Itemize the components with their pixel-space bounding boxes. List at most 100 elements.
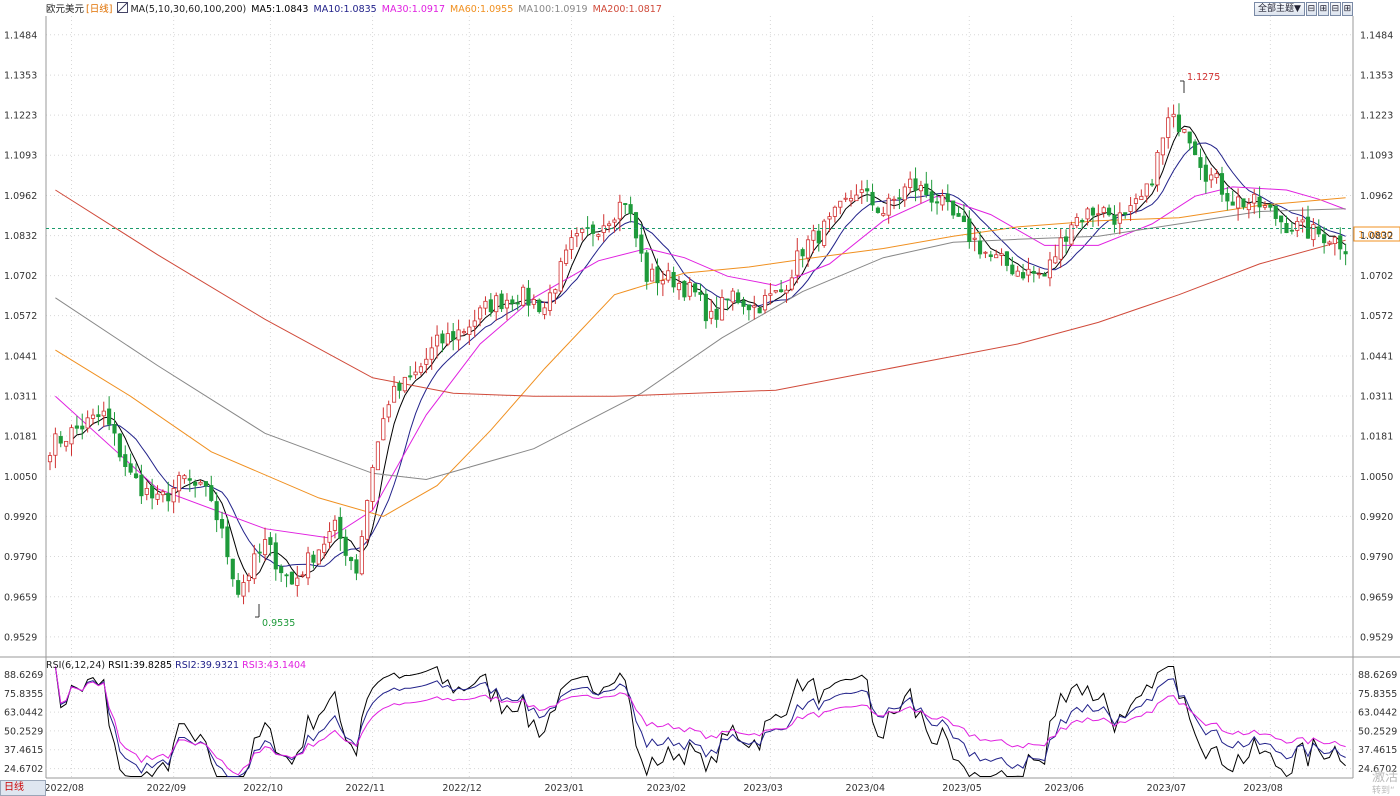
- candle-body: [123, 454, 128, 467]
- candle-body: [252, 553, 257, 580]
- ma60-value: MA60:1.0955: [450, 4, 514, 15]
- price-tick-right: 1.0702: [1360, 271, 1393, 282]
- price-tick-left: 1.0832: [4, 231, 37, 242]
- date-tick: 2023/04: [846, 783, 885, 794]
- candle-body: [386, 404, 391, 418]
- price-tick-right: 1.0962: [1360, 191, 1393, 202]
- candle-body: [1053, 256, 1058, 264]
- candle-body: [601, 225, 606, 233]
- candle-body: [676, 282, 682, 291]
- candle-body: [1230, 201, 1235, 206]
- toolbar-button-1[interactable]: ⊟: [1305, 2, 1317, 16]
- candle-body: [730, 290, 735, 303]
- candle-body: [1289, 229, 1294, 232]
- candle-body: [47, 455, 53, 463]
- candle-body: [725, 298, 730, 301]
- rsi-params: RSI(6,12,24): [46, 660, 106, 671]
- candle-body: [929, 191, 934, 203]
- ma-settings-icon[interactable]: [117, 2, 129, 13]
- candle-body: [757, 307, 762, 314]
- candle-body: [924, 183, 929, 196]
- toolbar-button-3[interactable]: ⊟: [1329, 2, 1341, 16]
- date-tick: 2023/02: [647, 783, 686, 794]
- candle-body: [370, 467, 375, 502]
- candle-body: [870, 191, 875, 206]
- price-tick-right: 1.0050: [1360, 472, 1393, 483]
- candle-body: [633, 212, 639, 239]
- candle-body: [203, 481, 208, 487]
- candle-body: [988, 254, 993, 257]
- candle-body: [348, 557, 354, 562]
- candle-body: [1160, 137, 1165, 156]
- candle-body: [908, 178, 913, 188]
- candle-body: [155, 493, 160, 500]
- candle-body: [709, 310, 714, 319]
- candle-body: [241, 582, 246, 597]
- date-axis: 2022/08 2022/09 2022/10 2022/11 2022/12 2023/…: [45, 783, 1283, 794]
- candle-body: [795, 250, 800, 276]
- candle-body: [1090, 207, 1096, 216]
- rsi-tick-left: 37.4615: [4, 745, 43, 756]
- price-tick-right: 1.0832: [1360, 231, 1393, 242]
- candle-body: [644, 252, 649, 282]
- candle-body: [1128, 205, 1133, 212]
- candle-body: [418, 366, 424, 373]
- low-label: 0.9535: [262, 618, 295, 629]
- candle-body: [623, 203, 628, 206]
- candle-body: [779, 289, 784, 293]
- candle-body: [843, 197, 848, 200]
- candle-body: [698, 291, 703, 295]
- candle-body: [1085, 208, 1090, 220]
- candle-body: [1150, 183, 1155, 186]
- candle-body: [1047, 259, 1053, 279]
- watermark: 激活: [1372, 770, 1399, 785]
- right-price-axis: 1.1484 1.1353 1.1223 1.1093 1.0962 1.0832 1.07…: [1360, 30, 1393, 643]
- candle-body: [1155, 152, 1160, 186]
- candle-body: [1322, 234, 1327, 244]
- candle-body: [526, 287, 531, 306]
- price-tick-left: 1.0702: [4, 271, 37, 282]
- price-tick-right: 0.9790: [1360, 552, 1393, 563]
- price-tick-left: 1.1484: [4, 30, 37, 41]
- candle-body: [461, 331, 467, 334]
- candle-body: [531, 299, 536, 305]
- candle-body: [160, 491, 165, 496]
- candle-body: [967, 218, 972, 242]
- ma60-line: [55, 197, 1346, 517]
- price-tick-right: 1.1353: [1360, 71, 1393, 82]
- candle-body: [472, 320, 477, 327]
- ma100-line: [55, 208, 1346, 481]
- candle-body: [1096, 213, 1101, 216]
- toolbar-button-4[interactable]: ⊞: [1341, 2, 1353, 16]
- candle-body: [69, 427, 74, 445]
- candle-body: [354, 559, 359, 574]
- candle-body: [144, 488, 149, 495]
- price-tick-left: 1.0181: [4, 432, 37, 443]
- theme-select[interactable]: 全部主题▼: [1254, 2, 1305, 16]
- candle-body: [1069, 224, 1074, 245]
- period-tab[interactable]: 日线: [0, 780, 46, 796]
- rsi1-line: [54, 666, 1346, 778]
- date-tick: 2022/12: [442, 783, 481, 794]
- candle-body: [736, 292, 741, 303]
- rsi-lines: [54, 666, 1346, 778]
- toolbar-button-2[interactable]: ⊞: [1317, 2, 1329, 16]
- candle-body: [467, 326, 472, 335]
- candle-body: [64, 440, 69, 447]
- rsi-tick-left: 63.0442: [4, 708, 43, 719]
- candle-body: [848, 197, 854, 202]
- candle-body: [435, 334, 440, 347]
- rsi1-value: RSI1:39.8285: [108, 660, 173, 671]
- candle-body: [305, 552, 311, 579]
- candle-body: [413, 371, 418, 376]
- candle-body: [440, 333, 445, 344]
- candle-body: [650, 268, 655, 282]
- candle-body: [865, 188, 870, 192]
- candle-body: [375, 441, 381, 471]
- candle-body: [176, 475, 182, 492]
- candle-body: [897, 197, 902, 200]
- candle-body: [1101, 207, 1106, 213]
- rsi-axis: 88.6269 88.6269 75.8355 75.8355 63.0442 63.04…: [4, 670, 1397, 775]
- rsi-tick-right: 75.8355: [1358, 689, 1397, 700]
